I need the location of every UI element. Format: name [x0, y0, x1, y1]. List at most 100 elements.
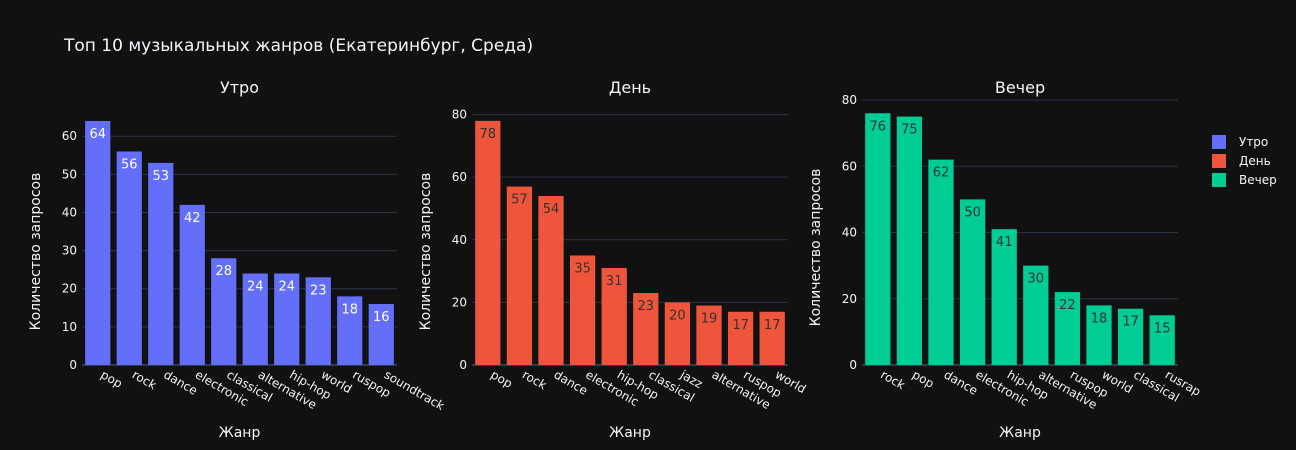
- bar-value-label: 19: [701, 312, 718, 327]
- y-tick-label: 10: [62, 320, 77, 334]
- bar-value-label: 18: [341, 302, 358, 317]
- bar-classical[interactable]: [1117, 308, 1144, 365]
- x-tick-label: dance: [552, 367, 591, 397]
- bar-value-label: 35: [574, 261, 591, 276]
- bar-pop[interactable]: [85, 120, 111, 366]
- y-tick-label: 40: [452, 233, 467, 247]
- subplot-title: Вечер: [995, 78, 1045, 97]
- bar-value-label: 75: [901, 123, 918, 138]
- bar-ruspop[interactable]: [727, 311, 754, 365]
- y-tick-label: 0: [459, 358, 467, 372]
- bar-ruspop[interactable]: [1054, 292, 1081, 365]
- x-tick-label: pop: [98, 367, 125, 390]
- y-tick-label: 0: [69, 358, 77, 372]
- bar-value-label: 16: [373, 310, 390, 325]
- bar-value-label: 76: [870, 119, 887, 134]
- bar-alternative[interactable]: [696, 305, 722, 365]
- bar-rock[interactable]: [865, 113, 891, 365]
- bar-value-label: 23: [310, 283, 327, 298]
- y-axis-title: Количество запросов: [28, 173, 44, 331]
- y-tick-label: 60: [842, 159, 857, 173]
- x-tick-label: rock: [878, 367, 907, 392]
- bar-rock[interactable]: [506, 186, 533, 365]
- x-tick-label: pop: [488, 367, 515, 390]
- bar-value-label: 53: [152, 169, 169, 184]
- bar-value-label: 31: [606, 274, 623, 289]
- bar-value-label: 64: [89, 127, 106, 142]
- bar-world[interactable]: [759, 311, 785, 365]
- bar-world[interactable]: [305, 277, 331, 365]
- bar-dance[interactable]: [148, 162, 174, 365]
- bar-alternative[interactable]: [1023, 265, 1049, 365]
- y-tick-label: 50: [62, 167, 77, 181]
- bar-soundtrack[interactable]: [368, 303, 394, 365]
- y-tick-label: 60: [62, 129, 77, 143]
- bar-electronic[interactable]: [569, 255, 596, 365]
- bar-value-label: 15: [1154, 321, 1171, 336]
- subplot-title: Утро: [220, 78, 259, 97]
- x-axis-title: Жанр: [219, 425, 261, 441]
- bar-value-label: 28: [215, 264, 232, 279]
- legend-label: Утро: [1239, 135, 1268, 149]
- y-tick-label: 20: [842, 292, 857, 306]
- x-tick-label: dance: [942, 367, 981, 397]
- legend-item[interactable]: Вечер: [1212, 173, 1277, 187]
- bar-hip-hop[interactable]: [601, 267, 627, 365]
- y-axis-title: Количество запросов: [418, 173, 434, 331]
- x-axis-title: Жанр: [999, 425, 1041, 441]
- y-tick-label: 80: [452, 108, 467, 122]
- bar-value-label: 20: [669, 308, 686, 323]
- subplot-title: День: [609, 78, 651, 97]
- bar-classical[interactable]: [633, 293, 659, 365]
- legend-label: Вечер: [1239, 173, 1277, 187]
- x-tick-label: pop: [910, 367, 937, 390]
- y-axis-title: Количество запросов: [808, 169, 824, 327]
- bar-value-label: 22: [1059, 298, 1076, 313]
- bar-value-label: 24: [247, 279, 264, 294]
- bar-alternative[interactable]: [242, 273, 268, 365]
- bar-value-label: 42: [184, 211, 201, 226]
- bar-value-label: 54: [543, 202, 560, 217]
- legend[interactable]: Утро День Вечер: [1212, 135, 1277, 187]
- y-tick-label: 60: [452, 170, 467, 184]
- bar-jazz[interactable]: [664, 302, 691, 365]
- bar-value-label: 17: [1122, 315, 1139, 330]
- x-axis-title: Жанр: [609, 425, 651, 441]
- bar-world[interactable]: [1086, 305, 1112, 365]
- bar-dance[interactable]: [928, 159, 954, 365]
- bar-hip-hop[interactable]: [991, 229, 1017, 365]
- chart-panel-3: 020406080Вечер76rock75pop62dance50electr…: [808, 78, 1203, 441]
- chart-title: Топ 10 музыкальных жанров (Екатеринбург,…: [63, 36, 533, 56]
- x-tick-label: rock: [130, 367, 159, 392]
- bar-value-label: 41: [996, 235, 1013, 250]
- legend-swatch: [1212, 173, 1226, 187]
- bar-value-label: 78: [480, 127, 497, 142]
- bar-dance[interactable]: [538, 195, 564, 365]
- bar-rock[interactable]: [116, 151, 142, 365]
- chart-panel-2: 020406080День78pop57rock54dance35electro…: [418, 78, 808, 441]
- bar-electronic[interactable]: [179, 204, 205, 365]
- bar-electronic[interactable]: [959, 199, 986, 365]
- legend-item[interactable]: Утро: [1212, 135, 1268, 149]
- chart-panel-1: 0102030405060Утро64pop56rock53dance42ele…: [28, 78, 447, 441]
- bar-classical[interactable]: [211, 258, 237, 365]
- bar-value-label: 17: [732, 318, 749, 333]
- y-tick-label: 40: [842, 226, 857, 240]
- bar-hip-hop[interactable]: [274, 273, 300, 365]
- y-tick-label: 20: [452, 295, 467, 309]
- legend-label: День: [1239, 154, 1271, 168]
- bar-pop[interactable]: [475, 120, 501, 365]
- bar-ruspop[interactable]: [337, 296, 363, 365]
- bar-value-label: 24: [278, 279, 295, 294]
- bar-rusrap[interactable]: [1149, 315, 1175, 365]
- legend-swatch: [1212, 135, 1226, 149]
- bar-pop[interactable]: [896, 116, 923, 365]
- y-tick-label: 30: [62, 244, 77, 258]
- bar-value-label: 57: [511, 193, 528, 208]
- y-tick-label: 0: [849, 358, 857, 372]
- bar-value-label: 62: [933, 166, 950, 181]
- bar-value-label: 50: [964, 205, 981, 220]
- legend-item[interactable]: День: [1212, 154, 1271, 168]
